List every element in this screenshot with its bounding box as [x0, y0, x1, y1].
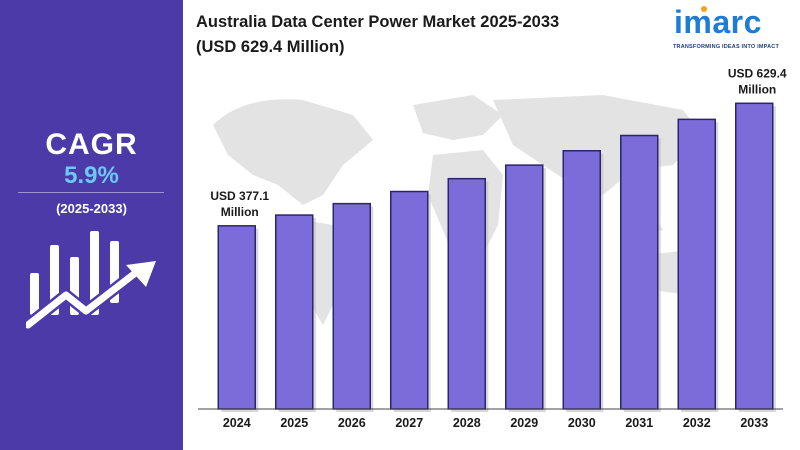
x-tick-label: 2029	[510, 416, 538, 430]
x-tick-label: 2031	[625, 416, 653, 430]
x-tick-label: 2024	[223, 416, 251, 430]
cagr-period: (2025-2033)	[56, 201, 127, 216]
bar-2029	[505, 164, 544, 410]
data-label-2033: Million	[738, 82, 776, 96]
bar-2025	[275, 214, 314, 410]
imarc-logo: imarc TRANSFORMING IDEAS INTO IMPACT	[660, 4, 792, 54]
data-label-2024: Million	[221, 205, 259, 219]
cagr-label: CAGR	[45, 128, 138, 161]
x-tick-label: 2025	[280, 416, 308, 430]
cagr-value: 5.9%	[64, 162, 119, 189]
data-label-2024: USD 377.1	[210, 189, 269, 203]
bar-2031	[620, 134, 659, 410]
logo-tagline: TRANSFORMING IDEAS INTO IMPACT	[672, 44, 780, 50]
logo-dot	[701, 6, 707, 12]
data-label-2033: USD 629.4	[728, 66, 787, 80]
x-tick-label: 2033	[740, 416, 768, 430]
x-tick-label: 2030	[568, 416, 596, 430]
cagr-sidebar: CAGR 5.9% (2025-2033)	[0, 0, 183, 450]
chart-title-line2: (USD 629.4 Million)	[196, 38, 345, 56]
x-tick-label: 2027	[395, 416, 423, 430]
logo-wordmark: imarc	[674, 4, 762, 40]
bar-2028	[447, 177, 486, 410]
chart-title: Australia Data Center Power Market 2025-…	[196, 10, 559, 60]
bar-2024	[217, 225, 256, 410]
bar-chart-growth-arrow-icon	[26, 231, 156, 331]
sidebar-divider	[18, 192, 164, 193]
x-tick-label: 2032	[683, 416, 711, 430]
x-tick-label: 2028	[453, 416, 481, 430]
bar-2026	[332, 202, 371, 410]
x-tick-label: 2026	[338, 416, 366, 430]
chart-title-line1: Australia Data Center Power Market 2025-…	[196, 13, 560, 31]
bar-2032	[677, 118, 716, 410]
bar-2030	[562, 149, 601, 410]
bar-chart: 2024 2025 2026 2027 2028 2029 2030 2031 2032 2033…	[198, 66, 787, 430]
bar-2027	[390, 190, 429, 410]
bar-2033	[735, 102, 774, 410]
